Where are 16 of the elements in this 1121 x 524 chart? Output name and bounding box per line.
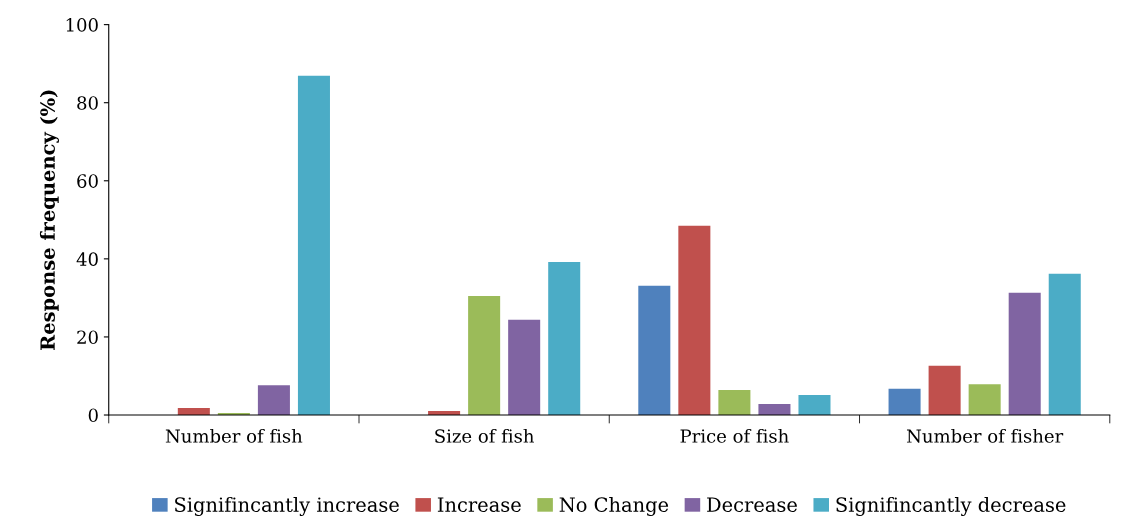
y-axis-title: Response frequency (%)	[39, 90, 59, 351]
legend-label: Decrease	[707, 497, 797, 512]
x-tick-label: Price of fish	[680, 428, 789, 443]
x-tick-label: Number of fisher	[906, 428, 1064, 443]
y-tick-label: 20	[77, 330, 98, 345]
legend-label: No Change	[559, 496, 669, 517]
x-tick-label: Number of fish	[165, 428, 303, 443]
y-tick-label: 100	[66, 18, 98, 32]
y-tick-label: 80	[77, 96, 98, 110]
y-tick-label: 0	[88, 408, 98, 423]
y-tick-label: 60	[77, 174, 98, 188]
legend-label: Signifincantly decrease	[836, 496, 1066, 517]
legend-label: Signifincantly increase	[175, 496, 399, 517]
y-tick-label: 40	[76, 252, 98, 266]
legend-label: Increase	[437, 497, 521, 512]
x-tick-label: Size of fish	[435, 428, 534, 443]
